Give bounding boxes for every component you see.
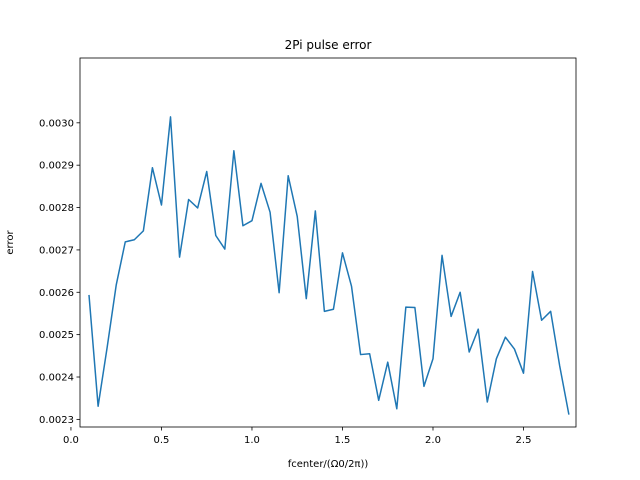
y-tick-label: 0.0025 <box>39 330 74 341</box>
y-tick-label: 0.0024 <box>39 373 74 384</box>
y-axis-label: error <box>5 230 16 255</box>
y-tick-label: 0.0026 <box>39 288 74 299</box>
y-tick-label: 0.0023 <box>39 415 74 426</box>
x-tick-label: 1.5 <box>335 435 351 446</box>
x-tick-label: 2.0 <box>425 435 441 446</box>
x-tick-label: 2.5 <box>516 435 532 446</box>
series-line <box>88 116 570 415</box>
y-tick-label: 0.0029 <box>39 161 74 172</box>
x-tick-label: 0.5 <box>154 435 170 446</box>
chart-title: 2Pi pulse error <box>285 38 372 52</box>
y-tick-label: 0.0027 <box>39 245 74 256</box>
y-tick-label: 0.0030 <box>39 118 74 129</box>
x-tick-label: 0.0 <box>63 435 79 446</box>
plot-area: 0.0 0.5 1.0 1.5 2.0 2.5 0.00230.00240.00250.0… <box>39 57 577 446</box>
plot-frame <box>79 57 577 428</box>
x-axis-ticks: 0.0 0.5 1.0 1.5 2.0 2.5 <box>63 427 531 446</box>
y-tick-label: 0.0028 <box>39 203 74 214</box>
y-axis-ticks: 0.0023 0.0024 0.0025 0.0026 0.0027 0.0028 0.00… <box>39 118 80 426</box>
x-axis-label: fcenter/(Ω0/2π)) <box>288 459 369 470</box>
x-tick-label: 1.0 <box>244 435 260 446</box>
